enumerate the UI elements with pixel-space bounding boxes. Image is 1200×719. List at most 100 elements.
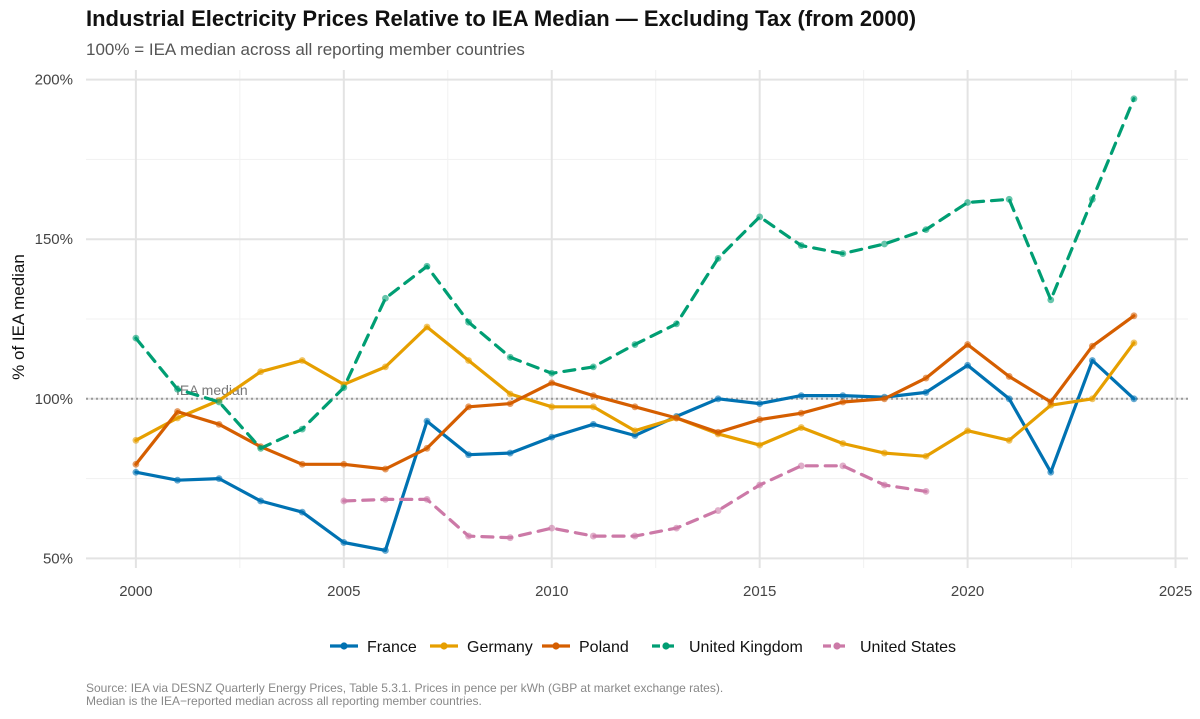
- data-point-poland-2012: [631, 403, 639, 411]
- data-point-poland-2021: [1005, 373, 1013, 380]
- data-point-poland-2006: [382, 465, 389, 473]
- data-point-united-kingdom-2013: [673, 320, 680, 328]
- data-point-france-2012: [631, 432, 639, 439]
- data-point-united-kingdom-2012: [631, 341, 639, 348]
- data-point-poland-2017: [839, 398, 847, 406]
- data-point-germany-2000: [132, 436, 140, 444]
- legend: France Germany Poland United Kingdom United …: [330, 639, 956, 656]
- data-point-germany-2016: [797, 424, 805, 431]
- data-point-poland-2018: [881, 395, 888, 403]
- data-point-united-kingdom-2022: [1047, 296, 1055, 304]
- data-point-poland-2020: [964, 341, 971, 348]
- data-point-france-2019: [922, 389, 930, 396]
- data-point-united-states-2009: [506, 534, 514, 542]
- data-point-germany-2012: [631, 427, 639, 435]
- data-point-united-kingdom-2015: [756, 213, 764, 221]
- data-point-united-states-2016: [797, 462, 805, 470]
- data-point-poland-2015: [756, 416, 764, 423]
- data-point-united-kingdom-2000: [132, 334, 140, 342]
- legend-label-united-states: United States: [860, 639, 956, 656]
- x-tick-label-2005: 2005: [327, 583, 360, 600]
- data-point-france-2024: [1130, 395, 1138, 403]
- data-point-united-kingdom-2017: [839, 250, 847, 257]
- data-point-united-kingdom-2020: [964, 199, 971, 206]
- data-point-germany-2023: [1088, 395, 1096, 403]
- data-point-france-2015: [756, 400, 764, 407]
- data-point-united-kingdom-2024: [1130, 95, 1138, 103]
- data-point-france-2020: [964, 361, 971, 369]
- data-point-france-2007: [423, 417, 431, 425]
- data-point-germany-2015: [756, 441, 764, 449]
- data-point-france-2014: [714, 395, 722, 403]
- data-point-germany-2007: [423, 323, 431, 331]
- data-point-poland-2023: [1088, 342, 1096, 350]
- data-point-united-states-2006: [382, 495, 389, 503]
- legend-label-united-kingdom: United Kingdom: [689, 639, 803, 656]
- data-point-germany-2020: [964, 427, 971, 435]
- data-point-united-kingdom-2002: [215, 398, 223, 406]
- chart-title: Industrial Electricity Prices Relative t…: [86, 6, 917, 31]
- y-axis-label: % of IEA median: [9, 254, 28, 380]
- data-point-poland-2004: [298, 460, 306, 468]
- data-point-united-states-2008: [465, 532, 472, 540]
- data-point-poland-2019: [922, 374, 930, 382]
- data-point-france-2003: [257, 497, 265, 505]
- data-point-poland-2024: [1130, 312, 1138, 320]
- x-tick-label-2000: 2000: [119, 583, 152, 600]
- x-tick-label-2010: 2010: [535, 583, 568, 600]
- data-point-united-kingdom-2006: [382, 294, 389, 302]
- data-point-united-states-2012: [631, 532, 639, 540]
- data-point-united-states-2010: [548, 524, 556, 532]
- data-point-poland-2013: [673, 414, 680, 422]
- data-point-united-kingdom-2021: [1005, 195, 1013, 203]
- data-point-germany-2011: [589, 403, 597, 411]
- legend-marker-france: [340, 642, 348, 650]
- data-point-united-states-2011: [589, 532, 597, 540]
- data-point-united-kingdom-2010: [548, 369, 556, 377]
- data-point-poland-2002: [215, 420, 223, 428]
- data-point-poland-2016: [797, 409, 805, 417]
- data-point-germany-2024: [1130, 339, 1138, 347]
- data-point-united-kingdom-2001: [174, 385, 181, 393]
- data-point-united-kingdom-2004: [298, 425, 306, 433]
- x-tick-label-2015: 2015: [743, 583, 776, 600]
- data-point-france-2023: [1088, 357, 1096, 364]
- legend-label-poland: Poland: [579, 639, 629, 656]
- data-point-poland-2005: [340, 460, 348, 468]
- data-point-united-states-2005: [340, 497, 348, 505]
- data-point-united-kingdom-2009: [506, 353, 514, 361]
- data-point-united-states-2007: [423, 495, 431, 503]
- legend-marker-germany: [440, 642, 448, 650]
- legend-marker-poland: [552, 642, 560, 650]
- series-line-united-states: [342, 464, 928, 540]
- data-point-united-kingdom-2016: [797, 242, 805, 249]
- caption: Source: IEA via DESNZ Quarterly Energy P…: [86, 682, 723, 708]
- legend-label-germany: Germany: [467, 639, 533, 656]
- data-point-germany-2004: [298, 357, 306, 364]
- data-point-germany-2009: [506, 390, 514, 398]
- x-tick-label-2025: 2025: [1159, 583, 1192, 600]
- data-point-germany-2003: [257, 368, 265, 376]
- data-point-poland-2011: [589, 392, 597, 400]
- data-point-poland-2010: [548, 379, 556, 387]
- data-point-united-states-2017: [839, 462, 847, 470]
- data-point-poland-2000: [132, 460, 140, 468]
- data-point-germany-2018: [881, 449, 888, 457]
- legend-marker-united-states: [833, 642, 841, 650]
- data-point-france-2006: [382, 547, 389, 554]
- chart-subtitle: 100% = IEA median across all reporting m…: [86, 40, 525, 59]
- data-point-france-2016: [797, 392, 805, 400]
- minor-gridlines: [86, 70, 1188, 568]
- data-point-france-2002: [215, 475, 223, 483]
- data-point-france-2022: [1047, 468, 1055, 476]
- data-point-united-states-2014: [714, 507, 722, 514]
- data-point-germany-2017: [839, 440, 847, 447]
- data-point-united-states-2013: [673, 524, 680, 532]
- data-point-united-kingdom-2003: [257, 444, 265, 452]
- data-point-france-2008: [465, 451, 472, 459]
- y-tick-label-200: 200%: [35, 72, 73, 89]
- caption-median-note: Median is the IEA−reported median across…: [86, 694, 482, 708]
- data-point-united-kingdom-2019: [922, 226, 930, 234]
- data-point-united-states-2015: [756, 481, 764, 489]
